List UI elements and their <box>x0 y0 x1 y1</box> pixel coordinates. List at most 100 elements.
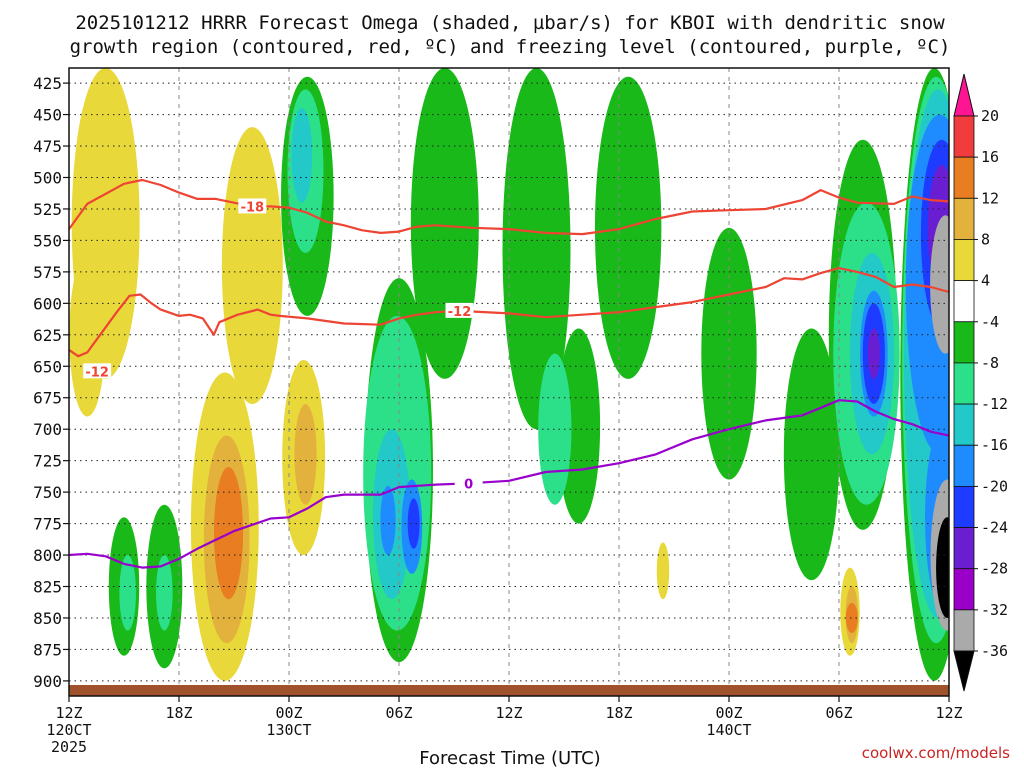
omega-blob-40 <box>930 215 949 354</box>
colorbar-label-4: 4 <box>981 272 990 290</box>
y-tick-label-725: 725 <box>33 452 62 471</box>
contour-label-left: -12 <box>85 365 109 380</box>
contour-label--18: -18 <box>241 200 265 215</box>
contour-label-bg-0 <box>454 475 483 491</box>
pressure-axis: 425 450 475 500 525 550 575 600 625 650 675 700 725 7… <box>33 74 69 691</box>
colorbar-label-2: 12 <box>981 189 999 207</box>
colorbar-label-5: -4 <box>981 313 999 331</box>
omega-blob-45 <box>119 555 136 631</box>
contour-line--12 <box>69 267 949 358</box>
colorbar-box-0 <box>953 115 975 158</box>
x-tick-label-0-2: 2025 <box>51 738 87 756</box>
omega-blob-27 <box>783 328 840 581</box>
x-tick-label-0-0: 12Z <box>55 704 82 722</box>
x-axis-title: Forecast Time (UTC) <box>419 748 600 768</box>
colorbar-box-10 <box>953 527 975 570</box>
credit-text: coolwx.com/models <box>862 744 1010 762</box>
colorbar-label-10: -24 <box>981 519 1008 537</box>
colorbar-label-13: -36 <box>981 642 1008 660</box>
colorbar-label-3: 8 <box>981 230 990 248</box>
y-tick-label-650: 650 <box>33 357 62 376</box>
omega-blob-2 <box>221 127 283 405</box>
pressure-gridlines <box>69 68 949 696</box>
y-tick-label-775: 775 <box>33 515 62 534</box>
contour-label-bg-left <box>83 363 112 379</box>
colorbar-box-11 <box>953 568 975 611</box>
y-tick-label-575: 575 <box>33 263 62 282</box>
colorbar-box-2 <box>953 197 975 240</box>
contour-line--18 <box>69 178 949 236</box>
colorbar-box-4 <box>953 280 975 323</box>
chart-title-line-2: growth region (contoured, red, ºC) and f… <box>70 36 951 58</box>
y-tick-label-825: 825 <box>33 578 62 597</box>
x-tick-label-48-0: 12Z <box>935 704 962 722</box>
terrain-ground-band <box>69 685 949 696</box>
omega-blob-22 <box>502 68 571 430</box>
omega-blob-18 <box>380 485 396 556</box>
y-tick-label-700: 700 <box>33 420 62 439</box>
y-tick-label-850: 850 <box>33 609 62 628</box>
colorbar-label-9: -20 <box>981 477 1008 495</box>
colorbar-box-1 <box>953 156 975 199</box>
colorbar-box-7 <box>953 403 975 446</box>
contour-line-0 <box>69 399 949 569</box>
omega-blob-11 <box>656 542 670 600</box>
y-tick-label-900: 900 <box>33 672 62 691</box>
colorbar-box-12 <box>953 609 975 652</box>
contour-label-bg--18 <box>238 198 267 214</box>
y-tick-label-875: 875 <box>33 640 62 659</box>
colorbar-label-7: -12 <box>981 395 1008 413</box>
colorbar-box-6 <box>953 362 975 405</box>
omega-shading-layer <box>69 68 949 681</box>
colorbar-box-8 <box>953 444 975 487</box>
x-tick-label-18-0: 06Z <box>385 704 412 722</box>
y-tick-label-475: 475 <box>33 137 62 156</box>
y-tick-label-600: 600 <box>33 294 62 313</box>
x-tick-label-6-0: 18Z <box>165 704 192 722</box>
y-tick-label-525: 525 <box>33 200 62 219</box>
x-tick-label-12-0: 00Z <box>275 704 302 722</box>
y-tick-label-750: 750 <box>33 483 62 502</box>
contour-label-0: 0 <box>464 477 473 492</box>
x-tick-label-24-0: 12Z <box>495 704 522 722</box>
y-tick-label-625: 625 <box>33 326 62 345</box>
omega-blob-10 <box>845 602 858 634</box>
y-tick-label-675: 675 <box>33 389 62 408</box>
colorbar-box-5 <box>953 321 975 364</box>
colorbar-label-6: -8 <box>981 354 999 372</box>
colorbar-label-8: -16 <box>981 436 1008 454</box>
omega-blob-26 <box>701 227 757 480</box>
temperature-contours-layer: -18 -12 0 -12 <box>69 178 949 569</box>
chart-title-line-1: 2025101212 HRRR Forecast Omega (shaded, … <box>75 12 945 34</box>
y-tick-label-800: 800 <box>33 546 62 565</box>
y-tick-label-425: 425 <box>33 74 62 93</box>
y-tick-label-550: 550 <box>33 231 62 250</box>
omega-colorbar: 20 16 12 8 4 -4 -8 -12 -16 -20 -24 -28 -32 -36 <box>953 73 1008 692</box>
colorbar-label-12: -32 <box>981 601 1008 619</box>
x-tick-label-36-0: 00Z <box>715 704 742 722</box>
colorbar-top-arrow <box>953 73 975 117</box>
x-tick-label-42-0: 06Z <box>825 704 852 722</box>
colorbar-bottom-arrow <box>953 650 975 692</box>
omega-blob-25 <box>594 76 662 379</box>
y-tick-label-450: 450 <box>33 106 62 125</box>
x-tick-label-30-0: 18Z <box>605 704 632 722</box>
colorbar-box-9 <box>953 485 975 528</box>
omega-blob-43 <box>936 517 949 618</box>
contour-label--12: -12 <box>448 305 472 320</box>
x-tick-label-36-1: 140CT <box>706 721 751 739</box>
omega-blob-20 <box>407 498 420 549</box>
colorbar-box-3 <box>953 239 975 282</box>
contour-label-bg--12 <box>445 302 474 318</box>
omega-blob-24 <box>538 353 572 505</box>
omega-blob-33 <box>867 328 880 379</box>
y-tick-label-500: 500 <box>33 168 62 187</box>
colorbar-label-11: -28 <box>981 560 1008 578</box>
colorbar-label-1: 16 <box>981 148 999 166</box>
colorbar-label-0: 20 <box>981 107 999 125</box>
omega-blob-6 <box>294 404 317 505</box>
omega-blob-47 <box>156 555 173 631</box>
x-tick-label-0-1: 120CT <box>46 721 91 739</box>
